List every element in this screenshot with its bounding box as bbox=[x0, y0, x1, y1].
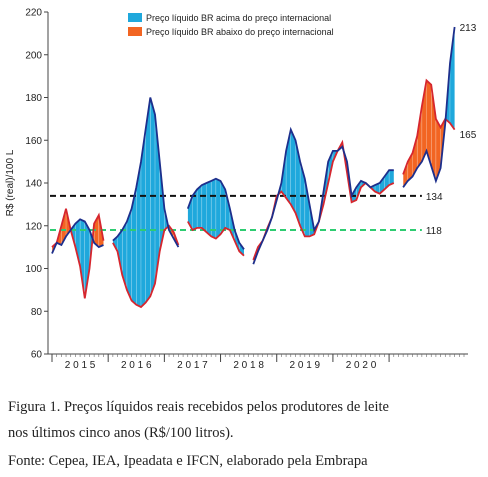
area-above-international bbox=[75, 219, 81, 267]
area-above-international bbox=[84, 221, 90, 299]
area-above-international bbox=[225, 189, 230, 230]
area-below-international bbox=[435, 118, 441, 181]
end-label: 165 bbox=[460, 130, 477, 141]
international-price-line bbox=[51, 208, 105, 299]
area-above-international bbox=[136, 161, 141, 307]
area-above-international bbox=[150, 97, 155, 297]
area-below-international bbox=[431, 84, 436, 181]
y-tick-label: 140 bbox=[25, 179, 42, 190]
area-above-international bbox=[239, 242, 244, 256]
brazil-price-line bbox=[252, 126, 394, 265]
brazil-price-line bbox=[112, 97, 180, 248]
x-year-label: 2 0 1 7 bbox=[177, 360, 208, 371]
area-below-international bbox=[61, 208, 66, 245]
international-price-line bbox=[112, 224, 180, 309]
area-above-international bbox=[145, 97, 151, 303]
y-tick-label: 60 bbox=[31, 350, 43, 361]
area-above-international bbox=[300, 161, 305, 237]
reference-line-label: 134 bbox=[426, 192, 443, 203]
x-year-label: 2 0 1 6 bbox=[121, 360, 152, 371]
y-tick-label: 180 bbox=[25, 93, 42, 104]
area-above-international bbox=[80, 219, 85, 299]
area-above-international bbox=[197, 185, 202, 228]
reference-line-label: 118 bbox=[426, 226, 442, 237]
area-below-international bbox=[417, 106, 422, 168]
brazil-price-line bbox=[186, 177, 245, 250]
chart: 60 80 100 120 140 160 180 200 220 R$ (real)/100 L… bbox=[5, 8, 477, 372]
area-above-international bbox=[211, 178, 216, 239]
legend-label: Preço líquido BR acima do preço internac… bbox=[146, 13, 331, 23]
area-above-international bbox=[141, 129, 146, 307]
brazil-price-line bbox=[402, 26, 456, 188]
x-year-label: 2 0 1 8 bbox=[233, 360, 264, 371]
area-above-international bbox=[389, 170, 394, 186]
y-tick-label: 200 bbox=[25, 50, 42, 61]
area-above-international bbox=[126, 208, 132, 301]
x-year-label: 2 0 1 9 bbox=[290, 360, 321, 371]
area-above-international bbox=[290, 129, 296, 213]
area-above-international bbox=[220, 180, 226, 235]
x-year-label: 2 0 1 5 bbox=[65, 360, 96, 371]
chart-svg: 60 80 100 120 140 160 180 200 220 R$ (real)/100 L… bbox=[5, 8, 477, 372]
area-above-international bbox=[192, 189, 198, 230]
brazil-price-line bbox=[51, 218, 104, 254]
area-above-international bbox=[201, 183, 207, 233]
legend-label: Preço líquido BR abaixo do preço interna… bbox=[146, 27, 334, 37]
area-below-international bbox=[412, 136, 418, 177]
area-below-international bbox=[426, 80, 432, 166]
area-above-international bbox=[450, 27, 455, 130]
area-above-international bbox=[295, 140, 301, 226]
legend-swatch-below bbox=[128, 27, 142, 36]
area-above-international bbox=[122, 221, 127, 290]
figure-caption: Figura 1. Preços líquidos reais recebido… bbox=[8, 399, 389, 415]
area-above-international bbox=[187, 195, 193, 230]
y-tick-label: 120 bbox=[25, 221, 42, 232]
y-tick-label: 220 bbox=[25, 8, 42, 19]
area-above-international bbox=[206, 180, 212, 237]
figure-source: Fonte: Cepea, IEA, Ipeadata e IFCN, elab… bbox=[8, 453, 368, 469]
area-above-international bbox=[215, 178, 221, 239]
legend-swatch-above bbox=[128, 13, 142, 22]
x-year-label: 2 0 2 0 bbox=[346, 360, 377, 371]
area-above-international bbox=[304, 178, 310, 237]
international-price-line bbox=[252, 139, 395, 261]
area-above-international bbox=[117, 230, 123, 275]
area-above-international bbox=[375, 183, 380, 194]
area-below-international bbox=[403, 161, 408, 188]
international-price-line bbox=[187, 221, 245, 257]
figure-caption-continued: nos últimos cinco anos (R$/100 litros). bbox=[8, 425, 234, 441]
area-above-international bbox=[131, 187, 137, 305]
area-above-international bbox=[159, 161, 165, 252]
end-label: 213 bbox=[460, 23, 477, 34]
y-tick-label: 100 bbox=[25, 264, 42, 275]
y-tick-label: 80 bbox=[31, 307, 43, 318]
y-axis-label: R$ (real)/100 L bbox=[5, 149, 16, 216]
y-tick-label: 160 bbox=[25, 136, 42, 147]
